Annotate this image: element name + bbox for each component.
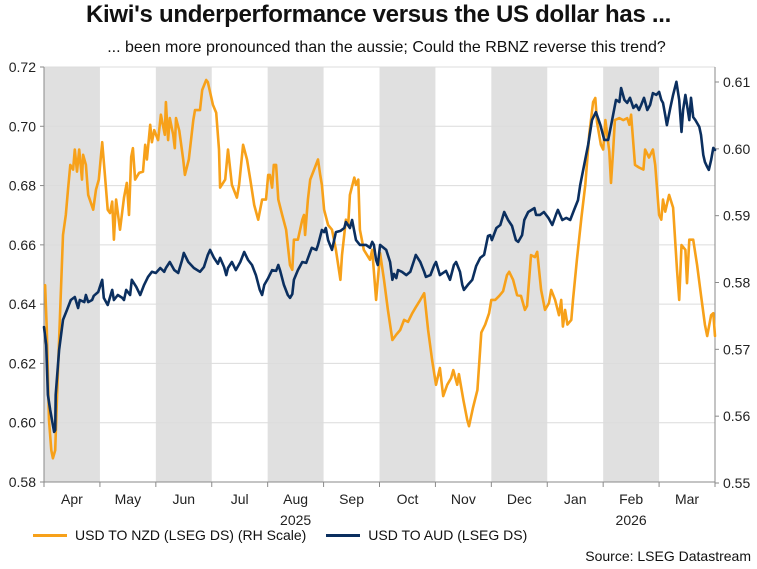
x-tick-label-feb: Feb	[619, 491, 643, 507]
x-tick-label-sep: Sep	[339, 491, 364, 507]
legend-item-nzd: USD TO NZD (LSEG DS) (RH Scale)	[33, 527, 306, 543]
x-tick-label-may: May	[115, 491, 141, 507]
x-tick-label-oct: Oct	[397, 491, 419, 507]
legend-label-nzd: USD TO NZD (LSEG DS) (RH Scale)	[75, 527, 307, 543]
left-tick-label: 0.72	[9, 59, 36, 75]
x-tick-label-jan: Jan	[564, 491, 587, 507]
left-tick-label: 0.66	[9, 237, 36, 253]
chart-subtitle: ... been more pronounced than the aussie…	[107, 39, 666, 56]
legend-label-aud: USD TO AUD (LSEG DS)	[368, 527, 528, 543]
x-tick-label-dec: Dec	[507, 491, 532, 507]
x-tick-label-jun: Jun	[173, 491, 196, 507]
month-shade-apr	[44, 67, 100, 482]
month-shade-dec	[491, 67, 548, 482]
right-tick-label: 0.56	[723, 408, 750, 424]
chart-title: Kiwi's underperformance versus the US do…	[86, 1, 671, 28]
source-note: Source: LSEG Datastream	[585, 548, 751, 564]
month-shade-feb	[603, 67, 660, 482]
legend-swatch-aud	[326, 533, 361, 537]
month-shade-jun	[155, 67, 212, 482]
right-tick-label: 0.60	[723, 141, 750, 157]
right-tick-label: 0.57	[723, 341, 750, 357]
x-tick-label-nov: Nov	[451, 491, 476, 507]
left-tick-label: 0.68	[9, 178, 36, 194]
x-tick-label-mar: Mar	[675, 491, 699, 507]
right-tick-label: 0.55	[723, 475, 750, 491]
legend-item-aud: USD TO AUD (LSEG DS)	[326, 527, 527, 543]
x-year-label-2025: 2025	[280, 512, 311, 528]
x-tick-label-aug: Aug	[283, 491, 308, 507]
right-tick-label: 0.59	[723, 208, 750, 224]
axes	[40, 66, 719, 487]
series-line-usd-aud	[42, 80, 717, 434]
legend: USD TO NZD (LSEG DS) (RH Scale) USD TO A…	[33, 527, 547, 543]
month-shading	[44, 67, 660, 482]
right-tick-label: 0.58	[723, 275, 750, 291]
tick-labels: 0.58 0.60 0.62 0.64 0.66 0.68 0.70 0.72 0.55 0.56…	[9, 59, 751, 528]
left-tick-label: 0.64	[9, 296, 36, 312]
series-line-usd-nzd	[43, 78, 717, 460]
x-year-label-2026: 2026	[616, 512, 647, 528]
left-tick-label: 0.70	[9, 118, 36, 134]
right-tick-label: 0.61	[723, 74, 750, 90]
series-lines	[42, 78, 717, 460]
left-tick-label: 0.60	[9, 415, 36, 431]
x-tick-label-apr: Apr	[61, 491, 83, 507]
left-tick-label: 0.58	[9, 474, 36, 490]
x-tick-label-jul: Jul	[231, 491, 249, 507]
legend-swatch-nzd	[33, 533, 67, 537]
left-tick-label: 0.62	[9, 355, 36, 371]
